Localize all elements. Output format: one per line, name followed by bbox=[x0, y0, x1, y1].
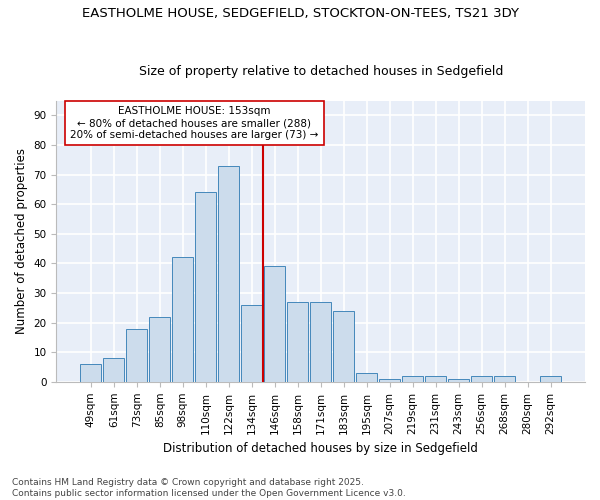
Bar bbox=[472, 376, 492, 382]
Bar bbox=[403, 376, 423, 382]
Bar bbox=[310, 302, 331, 382]
Bar bbox=[448, 379, 469, 382]
Bar bbox=[540, 376, 561, 382]
Bar bbox=[149, 316, 170, 382]
Bar bbox=[356, 373, 377, 382]
Bar bbox=[379, 379, 400, 382]
Bar bbox=[425, 376, 446, 382]
Bar bbox=[103, 358, 124, 382]
Text: Contains HM Land Registry data © Crown copyright and database right 2025.
Contai: Contains HM Land Registry data © Crown c… bbox=[12, 478, 406, 498]
Bar bbox=[334, 310, 354, 382]
Text: EASTHOLME HOUSE: 153sqm
← 80% of detached houses are smaller (288)
20% of semi-d: EASTHOLME HOUSE: 153sqm ← 80% of detache… bbox=[70, 106, 319, 140]
Text: EASTHOLME HOUSE, SEDGEFIELD, STOCKTON-ON-TEES, TS21 3DY: EASTHOLME HOUSE, SEDGEFIELD, STOCKTON-ON… bbox=[82, 8, 518, 20]
X-axis label: Distribution of detached houses by size in Sedgefield: Distribution of detached houses by size … bbox=[163, 442, 478, 455]
Title: Size of property relative to detached houses in Sedgefield: Size of property relative to detached ho… bbox=[139, 66, 503, 78]
Bar bbox=[265, 266, 285, 382]
Bar bbox=[494, 376, 515, 382]
Bar bbox=[127, 328, 147, 382]
Bar bbox=[172, 258, 193, 382]
Bar bbox=[218, 166, 239, 382]
Bar bbox=[287, 302, 308, 382]
Bar bbox=[241, 305, 262, 382]
Bar bbox=[80, 364, 101, 382]
Y-axis label: Number of detached properties: Number of detached properties bbox=[15, 148, 28, 334]
Bar bbox=[196, 192, 216, 382]
